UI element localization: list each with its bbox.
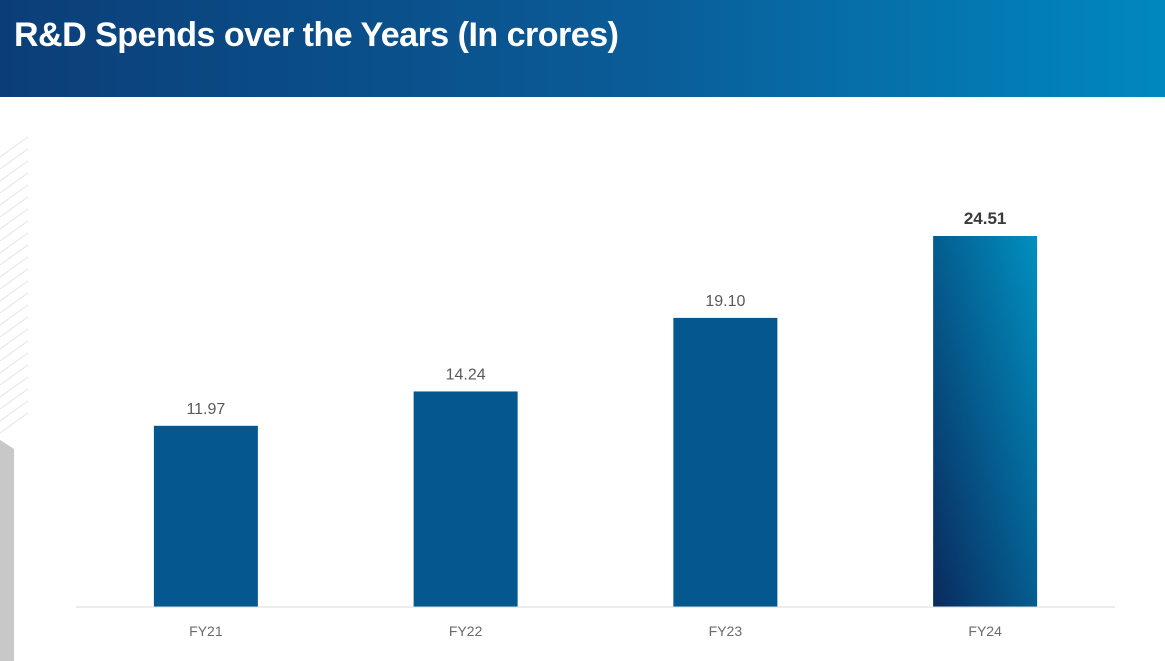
- data-label-fy24: 24.51: [964, 209, 1007, 228]
- x-tick-label-fy22: FY22: [449, 623, 483, 639]
- data-label-fy23: 19.10: [705, 293, 745, 310]
- bar-fy22: [413, 391, 518, 607]
- bar-chart: 11.97 FY21 14.24 FY22 19.10 FY23 24.51 FY24: [76, 209, 1115, 639]
- decorative-stripes: [0, 97, 56, 661]
- bar-fy23: [673, 317, 778, 607]
- chart-panel: 11.97 FY21 14.24 FY22 19.10 FY23 24.51 FY24: [56, 97, 1165, 661]
- page-title: R&D Spends over the Years (In crores): [14, 16, 619, 54]
- x-tick-label-fy23: FY23: [709, 623, 743, 639]
- data-label-fy21: 11.97: [186, 401, 225, 418]
- x-tick-label-fy24: FY24: [968, 623, 1002, 639]
- bar-fy21: [153, 425, 258, 607]
- bar-fy24: [933, 236, 1038, 607]
- data-label-fy22: 14.24: [446, 366, 486, 383]
- x-tick-label-fy21: FY21: [189, 623, 223, 639]
- header-banner: R&D Spends over the Years (In crores): [0, 0, 1165, 97]
